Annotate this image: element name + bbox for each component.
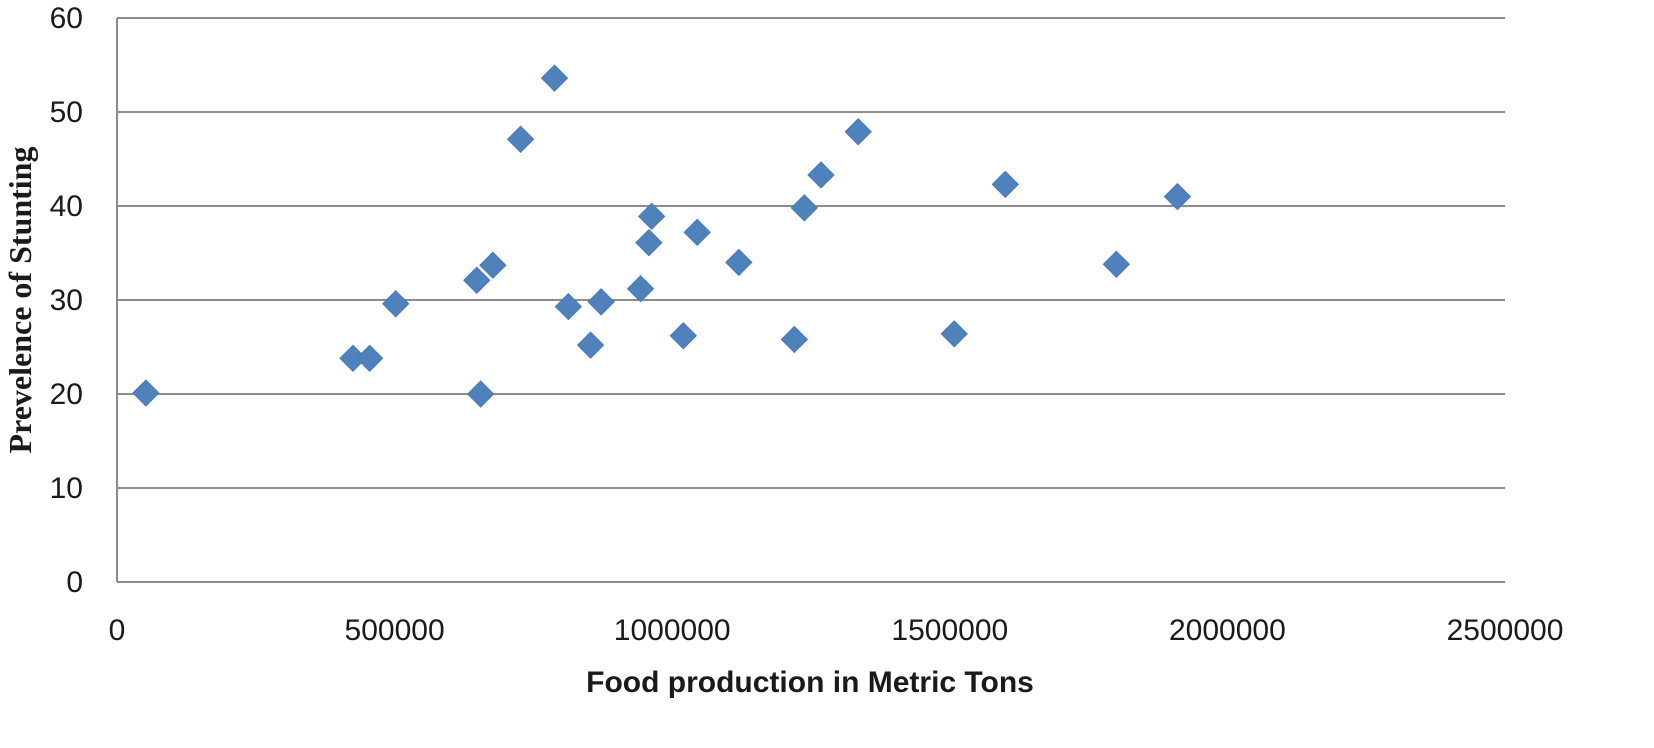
y-tick-label: 10 — [50, 472, 83, 505]
data-point-marker — [991, 170, 1020, 199]
y-tick-label: 40 — [50, 190, 83, 223]
x-tick-label: 0 — [109, 614, 126, 647]
data-point-marker — [540, 64, 569, 92]
y-tick-label: 20 — [50, 378, 83, 411]
tick-labels: 0 10 20 30 40 50 60 0 500000 1000000 1500000 200000… — [50, 2, 1564, 647]
x-tick-label: 2000000 — [1169, 614, 1286, 647]
x-tick-label: 1500000 — [891, 614, 1008, 647]
data-point-marker — [626, 275, 655, 303]
data-point-marker — [576, 331, 605, 359]
data-point-marker — [780, 325, 809, 354]
data-point-marker — [940, 320, 968, 348]
data-point-marker — [132, 379, 160, 407]
data-point-marker — [725, 248, 753, 277]
y-tick-label: 60 — [50, 2, 83, 35]
data-point-marker — [683, 218, 711, 247]
data-point-marker — [1102, 250, 1131, 278]
data-point-marker — [635, 228, 663, 257]
x-tick-label: 1000000 — [614, 614, 731, 647]
data-point-marker — [479, 251, 507, 279]
y-tick-label: 50 — [50, 96, 83, 129]
data-point-marker — [382, 290, 410, 318]
data-point-marker — [506, 125, 535, 153]
data-point-marker — [669, 322, 698, 350]
x-axis-title: Food production in Metric Tons — [586, 666, 1034, 699]
data-point-marker — [466, 380, 495, 408]
data-point-marker — [1163, 182, 1192, 211]
data-point-marker — [463, 266, 491, 294]
data-point-marker — [844, 118, 872, 146]
y-tick-label: 30 — [50, 284, 83, 317]
y-tick-label: 0 — [66, 566, 83, 599]
x-tick-label: 500000 — [345, 614, 445, 647]
y-axis-title: Prevelence of Stunting — [2, 147, 38, 454]
data-point-marker — [554, 292, 583, 321]
x-tick-label: 2500000 — [1447, 614, 1564, 647]
gridlines — [117, 17, 1505, 489]
data-point-marker — [587, 288, 615, 316]
data-point-marker — [807, 161, 835, 189]
data-point-marker — [355, 344, 384, 372]
data-point-marker — [790, 194, 819, 222]
axes — [116, 18, 1505, 583]
data-point-marker — [637, 202, 666, 231]
data-points — [132, 64, 1192, 408]
